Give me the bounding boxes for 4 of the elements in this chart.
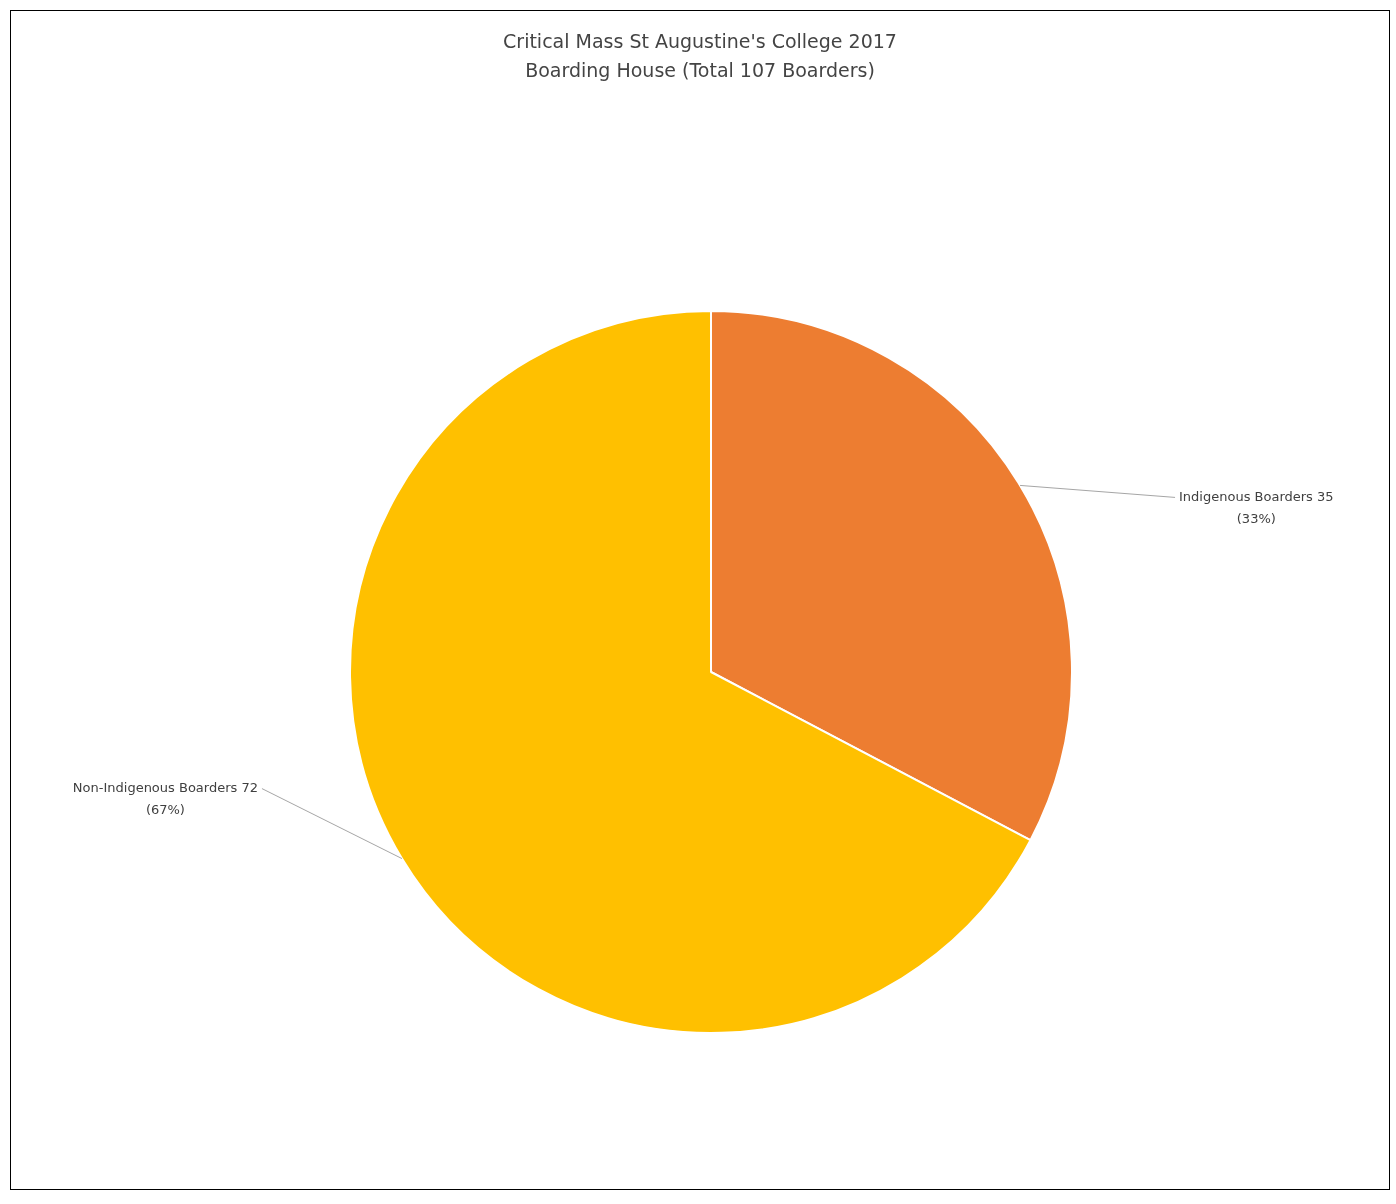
slice-label: Indigenous Boarders 35 (33%) (1179, 488, 1334, 526)
slice-label: Non-Indigenous Boarders 72 (67%) (72, 779, 258, 817)
chart-title: Critical Mass St Augustine's College 2017 (502, 29, 898, 54)
chart-subtitle: Boarding House (Total 107 Boarders) (524, 58, 876, 83)
